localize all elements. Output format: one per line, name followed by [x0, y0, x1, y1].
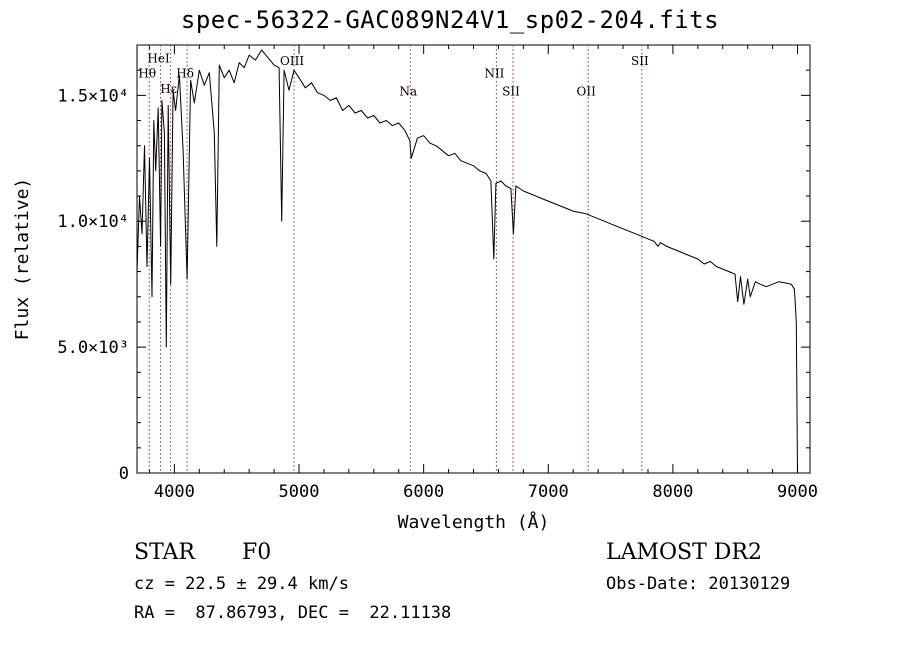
spectral-line-label: Hε: [160, 82, 177, 96]
coords-text: RA = 87.86793, DEC = 22.11138: [134, 603, 452, 623]
x-tick-label: 8000: [652, 482, 693, 502]
x-tick-label: 6000: [403, 482, 444, 502]
spectral-line-label: Hθ: [138, 67, 156, 81]
y-tick-label: 5.0×10³: [57, 338, 129, 358]
y-tick-label: 1.5×10⁴: [57, 86, 129, 106]
object-subclass: F0: [242, 540, 272, 565]
x-axis-label: Wavelength (Å): [398, 511, 550, 533]
spectral-line-label: Na: [399, 84, 417, 98]
spectral-line-label: HeI: [147, 52, 170, 66]
x-tick-label: 9000: [777, 482, 818, 502]
spectrum-line: [136, 49, 798, 474]
spectral-line-label: NII: [484, 67, 504, 81]
spectral-line-label: OIII: [280, 54, 304, 68]
spectral-line-label: Hδ: [176, 67, 194, 81]
x-tick-label: 7000: [528, 482, 569, 502]
y-axis-label: Flux (relative): [12, 178, 33, 341]
object-class: STAR: [134, 540, 195, 565]
survey-label: LAMOST DR2: [606, 540, 762, 565]
spectral-line-label: SII: [502, 84, 520, 98]
y-tick-label: 1.0×10⁴: [57, 212, 129, 232]
spectral-line-label: OII: [576, 84, 596, 98]
x-tick-label: 5000: [279, 482, 320, 502]
spectral-line-label: SII: [631, 54, 649, 68]
obs-date-text: Obs-Date: 20130129: [606, 574, 791, 594]
x-tick-label: 4000: [154, 482, 195, 502]
y-tick-label: 0: [119, 464, 129, 484]
chart-title: spec-56322-GAC089N24V1_sp02-204.fits: [180, 6, 720, 34]
redshift-text: cz = 22.5 ± 29.4 km/s: [134, 574, 349, 594]
plot-frame: [136, 44, 811, 474]
